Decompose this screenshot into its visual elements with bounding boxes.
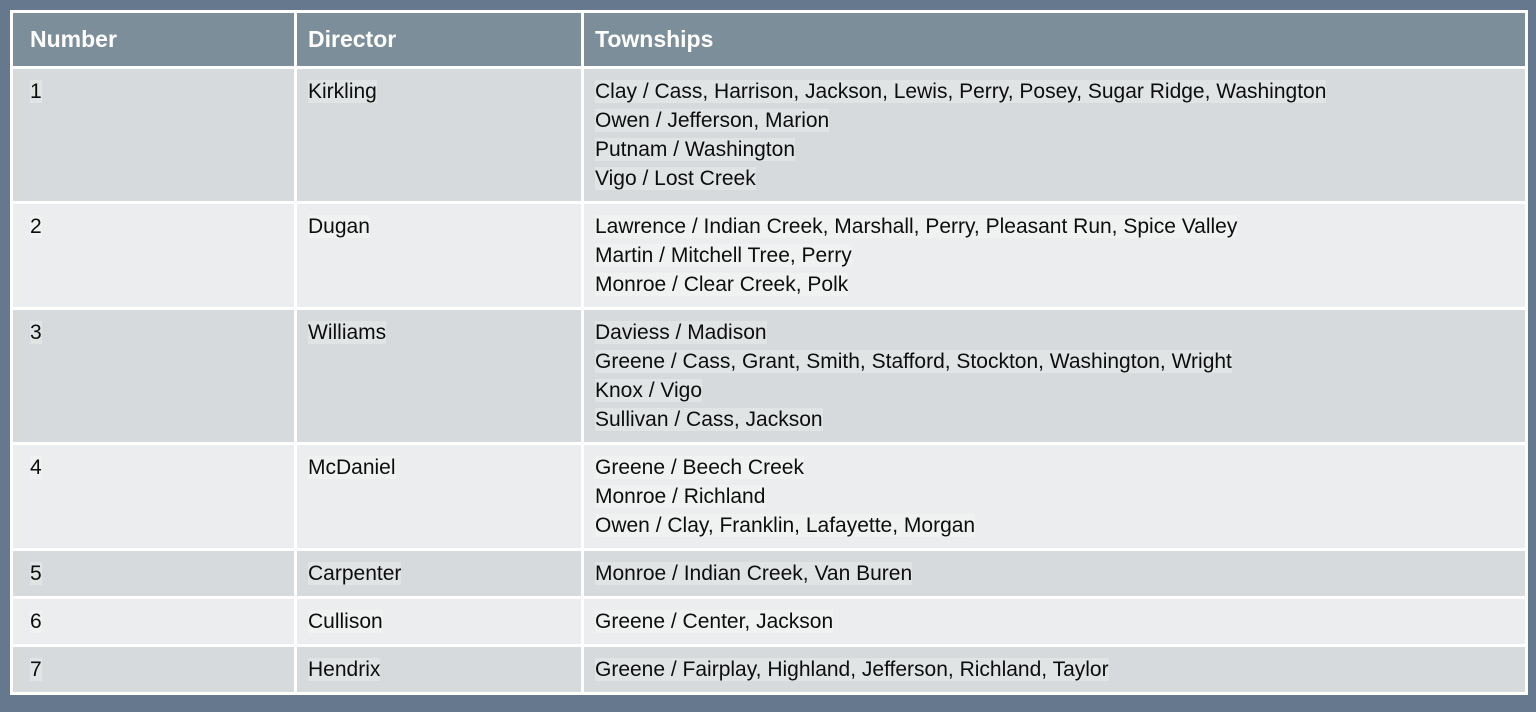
township-line-text: Greene / Center, Jackson bbox=[595, 610, 834, 633]
districts-table: Number Director Townships 1 Kirkling Clay … bbox=[10, 10, 1528, 695]
township-line: Greene / Fairplay, Highland, Jefferson, … bbox=[595, 655, 1514, 684]
township-line: Monroe / Richland bbox=[595, 482, 1514, 511]
township-line-text: Clay / Cass, Harrison, Jackson, Lewis, P… bbox=[595, 80, 1327, 103]
number-value: 6 bbox=[30, 610, 42, 633]
number-value: 3 bbox=[30, 321, 42, 344]
township-line: Vigo / Lost Creek bbox=[595, 164, 1514, 193]
table-row: 1 Kirkling Clay / Cass, Harrison, Jackson,… bbox=[13, 69, 1525, 201]
township-line-text: Greene / Beech Creek bbox=[595, 456, 804, 479]
cell-number: 7 bbox=[13, 647, 294, 692]
number-value: 2 bbox=[30, 215, 42, 238]
township-line-text: Greene / Cass, Grant, Smith, Stafford, S… bbox=[595, 350, 1232, 373]
number-value: 7 bbox=[30, 658, 42, 681]
township-line-text: Monroe / Richland bbox=[595, 485, 766, 508]
cell-number: 4 bbox=[13, 445, 294, 548]
cell-number: 1 bbox=[13, 69, 294, 201]
township-line: Owen / Jefferson, Marion bbox=[595, 106, 1514, 135]
director-value: Kirkling bbox=[308, 80, 377, 103]
township-line: Monroe / Clear Creek, Polk bbox=[595, 270, 1514, 299]
township-line-text: Daviess / Madison bbox=[595, 321, 767, 344]
township-line-text: Martin / Mitchell Tree, Perry bbox=[595, 244, 852, 267]
township-line-text: Monroe / Indian Creek, Van Buren bbox=[595, 562, 913, 585]
township-line: Lawrence / Indian Creek, Marshall, Perry… bbox=[595, 212, 1514, 241]
township-line: Monroe / Indian Creek, Van Buren bbox=[595, 559, 1514, 588]
director-value: McDaniel bbox=[308, 456, 396, 479]
township-line-text: Monroe / Clear Creek, Polk bbox=[595, 273, 849, 296]
table-row: 5 Carpenter Monroe / Indian Creek, Van Bur… bbox=[13, 551, 1525, 596]
township-line-text: Owen / Jefferson, Marion bbox=[595, 109, 830, 132]
director-value: Williams bbox=[308, 321, 387, 344]
director-value: Hendrix bbox=[308, 658, 381, 681]
number-value: 4 bbox=[30, 456, 42, 479]
cell-townships: Clay / Cass, Harrison, Jackson, Lewis, P… bbox=[584, 69, 1525, 201]
cell-director: Dugan bbox=[297, 204, 581, 307]
township-line: Daviess / Madison bbox=[595, 318, 1514, 347]
cell-townships: Greene / Beech Creek Monroe / Richland Owe… bbox=[584, 445, 1525, 548]
township-line: Knox / Vigo bbox=[595, 376, 1514, 405]
director-value: Cullison bbox=[308, 610, 383, 633]
director-value: Carpenter bbox=[308, 562, 402, 585]
township-line: Greene / Beech Creek bbox=[595, 453, 1514, 482]
township-line: Putnam / Washington bbox=[595, 135, 1514, 164]
column-header-townships: Townships bbox=[584, 13, 1525, 66]
cell-director: Williams bbox=[297, 310, 581, 442]
table-row: 4 McDaniel Greene / Beech Creek Monroe / Ri… bbox=[13, 445, 1525, 548]
table-row: 6 Cullison Greene / Center, Jackson bbox=[13, 599, 1525, 644]
column-header-number: Number bbox=[13, 13, 294, 66]
column-header-director: Director bbox=[297, 13, 581, 66]
cell-director: Kirkling bbox=[297, 69, 581, 201]
township-line-text: Lawrence / Indian Creek, Marshall, Perry… bbox=[595, 215, 1238, 238]
township-line: Sullivan / Cass, Jackson bbox=[595, 405, 1514, 434]
cell-director: Cullison bbox=[297, 599, 581, 644]
cell-number: 3 bbox=[13, 310, 294, 442]
township-line-text: Knox / Vigo bbox=[595, 379, 703, 402]
cell-number: 2 bbox=[13, 204, 294, 307]
township-line: Martin / Mitchell Tree, Perry bbox=[595, 241, 1514, 270]
director-value: Dugan bbox=[308, 215, 370, 238]
cell-townships: Daviess / Madison Greene / Cass, Grant, S… bbox=[584, 310, 1525, 442]
township-line-text: Sullivan / Cass, Jackson bbox=[595, 408, 823, 431]
cell-number: 6 bbox=[13, 599, 294, 644]
number-value: 5 bbox=[30, 562, 42, 585]
number-value: 1 bbox=[30, 80, 42, 103]
cell-townships: Greene / Center, Jackson bbox=[584, 599, 1525, 644]
table-row: 2 Dugan Lawrence / Indian Creek, Marshall,… bbox=[13, 204, 1525, 307]
township-line-text: Putnam / Washington bbox=[595, 138, 795, 161]
cell-director: Hendrix bbox=[297, 647, 581, 692]
township-line-text: Owen / Clay, Franklin, Lafayette, Morgan bbox=[595, 514, 976, 537]
township-line-text: Vigo / Lost Creek bbox=[595, 167, 756, 190]
township-line: Owen / Clay, Franklin, Lafayette, Morgan bbox=[595, 511, 1514, 540]
cell-townships: Monroe / Indian Creek, Van Buren bbox=[584, 551, 1525, 596]
table-row: 7 Hendrix Greene / Fairplay, Highland, Jef… bbox=[13, 647, 1525, 692]
township-line: Clay / Cass, Harrison, Jackson, Lewis, P… bbox=[595, 77, 1514, 106]
cell-townships: Lawrence / Indian Creek, Marshall, Perry… bbox=[584, 204, 1525, 307]
cell-director: McDaniel bbox=[297, 445, 581, 548]
cell-townships: Greene / Fairplay, Highland, Jefferson, … bbox=[584, 647, 1525, 692]
cell-number: 5 bbox=[13, 551, 294, 596]
table-row: 3 Williams Daviess / Madison Greene / Cass,… bbox=[13, 310, 1525, 442]
cell-director: Carpenter bbox=[297, 551, 581, 596]
table-body: 1 Kirkling Clay / Cass, Harrison, Jackson,… bbox=[13, 69, 1525, 692]
township-line: Greene / Center, Jackson bbox=[595, 607, 1514, 636]
table-header-row: Number Director Townships bbox=[13, 13, 1525, 66]
township-line-text: Greene / Fairplay, Highland, Jefferson, … bbox=[595, 658, 1109, 681]
township-line: Greene / Cass, Grant, Smith, Stafford, S… bbox=[595, 347, 1514, 376]
